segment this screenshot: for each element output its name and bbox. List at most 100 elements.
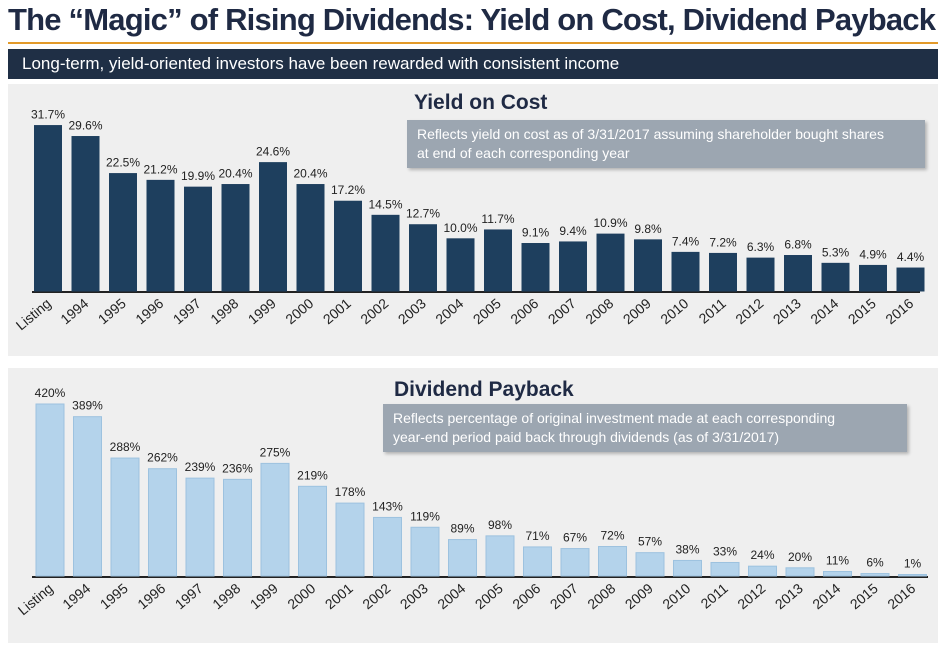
bar [898,574,927,577]
data-label: 24% [750,548,774,562]
x-tick-label: 2014 [809,580,843,612]
data-label: 10.0% [443,221,477,235]
data-label: 5.3% [822,245,850,259]
data-label: 31.7% [31,108,65,122]
subtitle-bar: Long-term, yield-oriented investors have… [8,49,938,79]
yield-on-cost-note-line: Reflects yield on cost as of 3/31/2017 a… [417,126,884,142]
bar [35,403,65,577]
bar [448,539,477,577]
x-tick-label: 1998 [209,580,243,612]
bar [521,243,550,292]
data-label: 7.2% [709,235,737,249]
bar [259,162,287,292]
data-label: 219% [297,468,328,482]
data-label: 11% [826,553,849,567]
x-tick-label: 2010 [657,295,691,327]
x-tick-label: 2000 [284,580,318,612]
yield-on-cost-note-line: at end of each corresponding year [417,145,630,161]
data-label: 21.2% [143,162,177,176]
data-label: 262% [147,451,178,465]
x-tick-label: 1997 [170,295,204,327]
x-tick-label: 2007 [547,580,581,612]
dividend-payback-chart: 420% Listing 389% 1994 288% 1995 262% 1996 239% 1… [15,386,928,618]
x-tick-label: 1994 [57,295,91,327]
data-label: 57% [638,535,662,549]
page-title: The “Magic” of Rising Dividends: Yield o… [8,2,936,37]
data-label: 33% [713,544,737,558]
bar [598,546,627,577]
x-tick-label: 1995 [95,295,129,327]
data-label: 4.4% [897,250,925,264]
x-tick-label: 2012 [734,580,768,612]
yield-on-cost-chart: 31.7%Listing29.6%199422.5%199521.2%19961… [13,108,925,334]
x-tick-label: 2003 [397,580,431,612]
data-label: 38% [675,542,699,556]
x-tick-label: 1996 [134,580,168,612]
bar [109,173,137,292]
data-label: 6.3% [747,240,775,254]
x-tick-label: 2011 [696,295,730,327]
bar [784,255,812,292]
x-tick-label: 1995 [97,580,131,612]
bar [409,224,437,292]
data-label: 22.5% [106,156,140,170]
data-label: 72% [600,529,624,543]
dividend-payback-title: Dividend Payback [394,378,574,401]
x-tick-label: 2016 [884,580,918,612]
x-tick-label: 2004 [434,580,468,612]
data-label: 143% [372,499,403,513]
x-tick-label: 2013 [772,580,806,612]
data-label: 6.8% [784,238,812,252]
bar [748,565,777,577]
dividend-payback-note-line: Reflects percentage of original investme… [393,410,836,426]
bar [821,262,850,292]
x-tick-label: Listing [13,295,54,333]
data-label: 275% [260,445,291,459]
data-label: 12.7% [406,207,440,221]
bar [484,229,512,292]
data-label: 7.4% [672,234,700,248]
data-label: 19.9% [181,169,215,183]
x-tick-label: Listing [15,580,56,618]
bar [523,546,552,577]
data-label: 98% [488,518,512,532]
bar [110,457,140,577]
data-label: 6% [866,556,884,570]
bar [260,462,290,577]
yield-on-cost-title: Yield on Cost [414,91,548,114]
x-tick-label: 2009 [620,295,654,327]
data-label: 10.9% [593,216,627,230]
data-label: 14.5% [368,197,402,211]
data-label: 20.4% [293,167,327,181]
x-tick-label: 2006 [509,580,543,612]
data-label: 9.4% [559,224,587,238]
x-tick-label: 1999 [247,580,281,612]
dividend-payback-note: Reflects percentage of original investme… [383,404,907,452]
data-label: 29.6% [68,119,102,133]
x-tick-label: 2010 [659,580,693,612]
bar [185,477,215,577]
bar [673,559,702,577]
data-label: 20.4% [218,167,252,181]
bar [373,516,402,577]
bar [371,214,400,292]
bar [485,535,515,577]
yield-on-cost-note: Reflects yield on cost as of 3/31/2017 a… [407,120,925,168]
x-tick-label: 2001 [322,580,356,612]
x-tick-label: 1996 [132,295,166,327]
bar [560,548,590,577]
bar [221,184,250,292]
bar [296,184,325,292]
data-label: 9.1% [522,226,550,240]
bar [823,570,852,577]
data-label: 236% [222,461,253,475]
data-label: 11.7% [481,212,514,226]
dividend-payback-note-line: year-end period paid back through divide… [393,429,780,445]
bar [746,257,775,292]
x-tick-label: 2012 [732,295,766,327]
bar [410,526,440,577]
data-label: 178% [335,485,366,499]
x-tick-label: 1999 [245,295,279,327]
data-label: 288% [110,440,141,454]
data-label: 4.9% [859,247,887,261]
